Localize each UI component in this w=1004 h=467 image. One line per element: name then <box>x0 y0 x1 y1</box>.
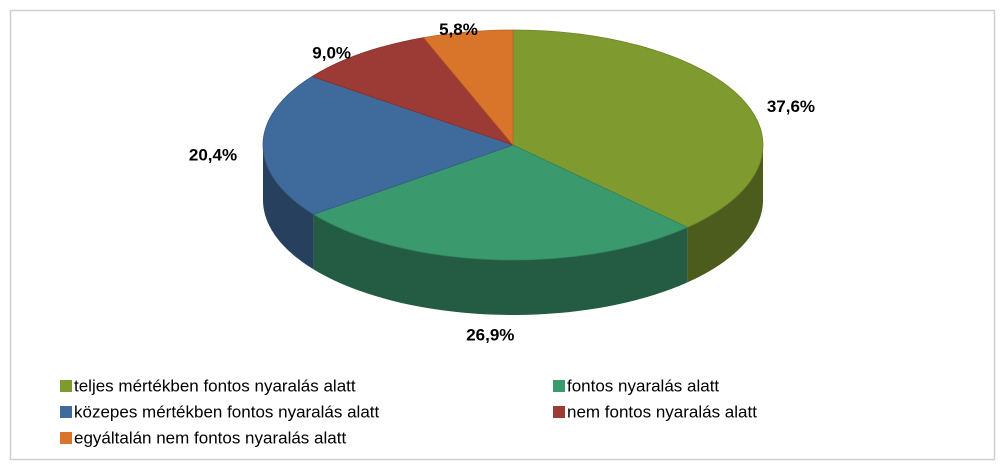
legend-label: fontos nyaralás alatt <box>567 376 719 395</box>
legend-swatch <box>553 406 565 418</box>
legend-swatch <box>553 380 565 392</box>
data-label: 9,0% <box>312 44 351 63</box>
legend-swatch <box>60 380 72 392</box>
legend-label: teljes mértékben fontos nyaralás alatt <box>74 376 356 395</box>
pie-slice <box>312 144 689 261</box>
pie-side <box>313 214 688 315</box>
pie-slice <box>262 76 515 215</box>
pie-slice <box>311 37 515 146</box>
pie-side <box>687 145 763 283</box>
data-label: 5,8% <box>439 20 478 39</box>
legend-label: közepes mértékben fontos nyaralás alatt <box>74 402 380 421</box>
legend-swatch <box>60 406 72 418</box>
pie-slice <box>512 29 764 228</box>
legend-label: egyáltalán nem fontos nyaralás alatt <box>74 428 346 447</box>
data-label: 26,9% <box>466 325 514 344</box>
legend-swatch <box>60 432 72 444</box>
pie-side <box>263 145 314 270</box>
pie-slice <box>422 29 514 147</box>
legend-label: nem fontos nyaralás alatt <box>567 402 757 421</box>
data-label: 20,4% <box>189 145 237 164</box>
data-label: 37,6% <box>767 97 815 116</box>
